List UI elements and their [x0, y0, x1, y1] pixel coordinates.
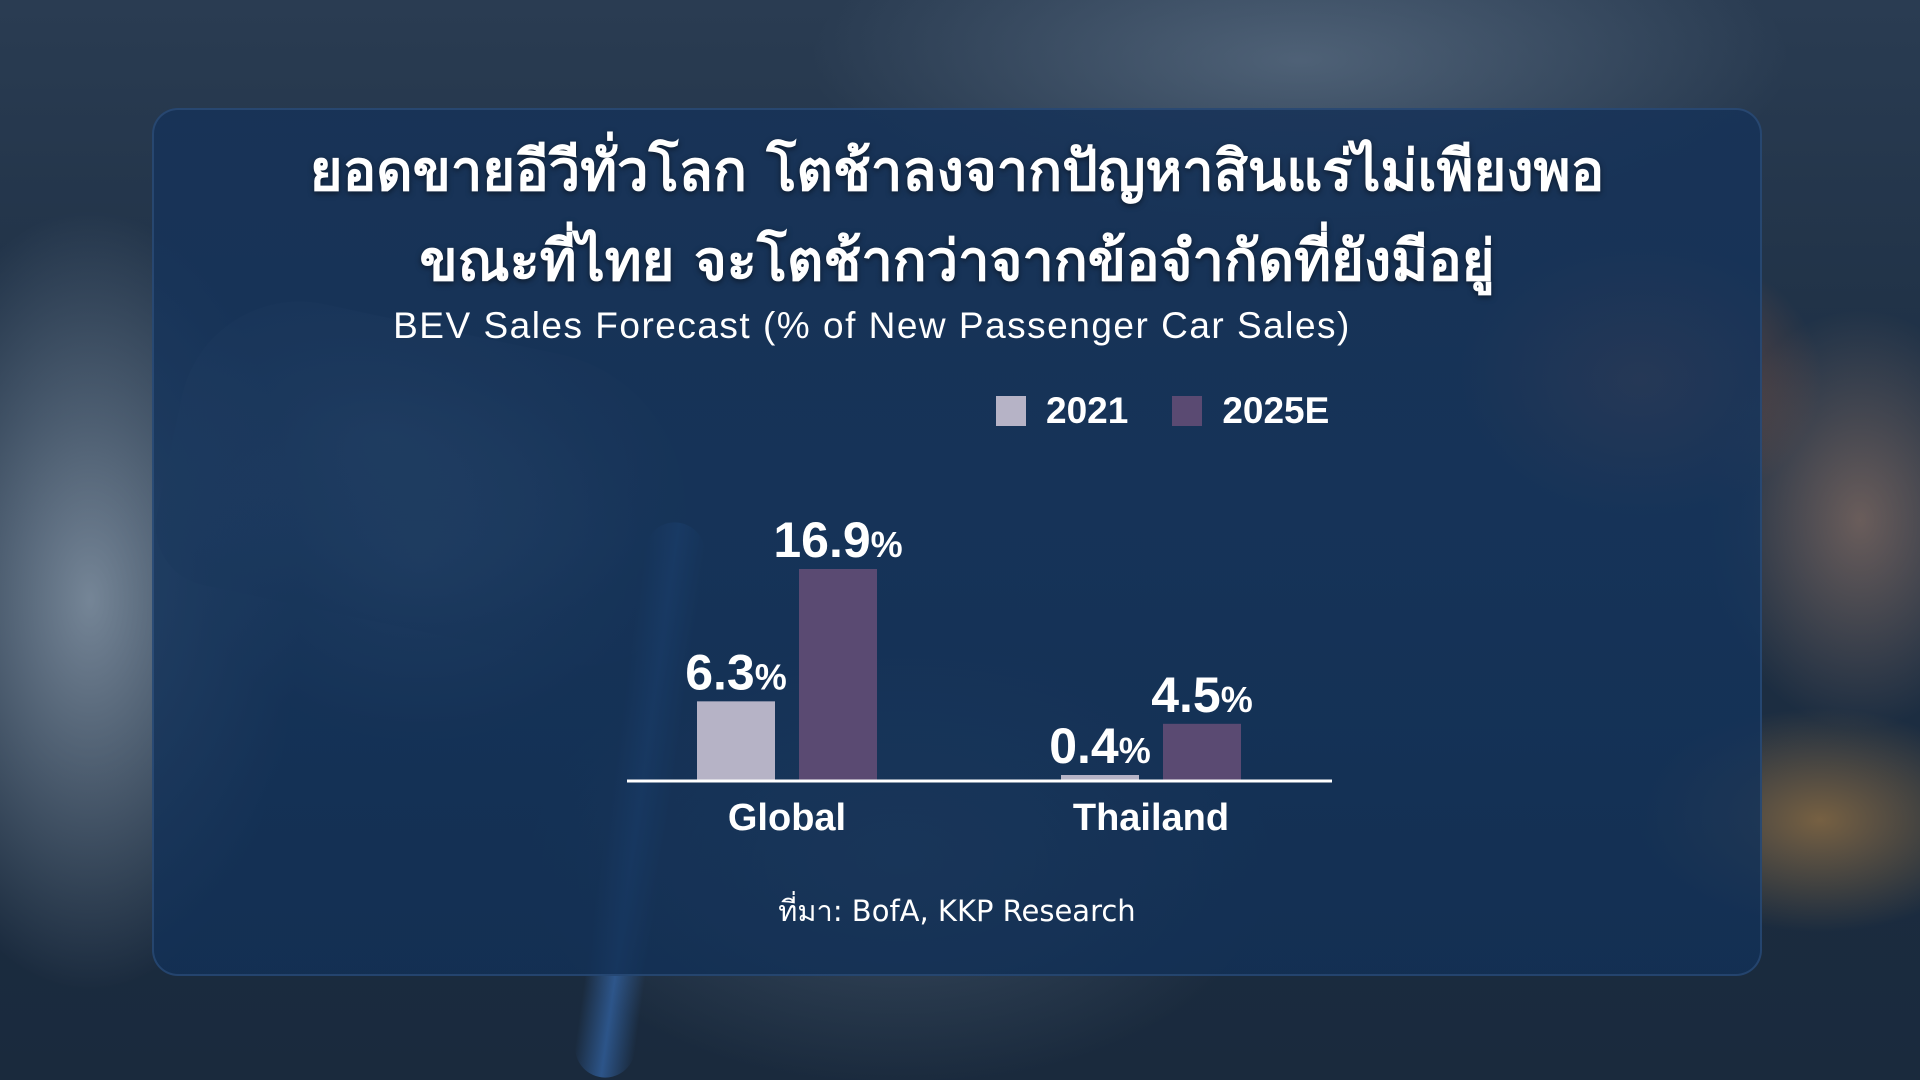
data-label-global-2025e: 16.9% — [773, 512, 902, 568]
chart-panel — [152, 108, 1762, 976]
source-note: ที่มา: BofA, KKP Research — [778, 894, 1136, 928]
data-label-thailand-2025e: 4.5% — [1151, 667, 1253, 723]
legend-item-2021: 2021 — [996, 390, 1128, 432]
bar-thailand-2021 — [1061, 775, 1139, 780]
title-line-1: ยอดขายอีวีทั่วโลก โตช้าลงจากปัญหาสินแร่ไ… — [309, 139, 1605, 204]
bar-thailand-2025e — [1163, 723, 1241, 780]
legend-label-2021: 2021 — [1046, 390, 1129, 431]
data-label-thailand-2021: 0.4% — [1049, 718, 1151, 774]
category-label-thailand: Thailand — [1073, 797, 1229, 839]
legend-swatch-2021 — [996, 396, 1026, 426]
bar-global-2025e — [799, 569, 877, 780]
chart-title: BEV Sales Forecast (% of New Passenger C… — [393, 305, 1351, 346]
legend-item-2025e: 2025E — [1172, 390, 1329, 432]
bar-global-2021 — [697, 701, 775, 780]
legend-swatch-2025e — [1172, 396, 1203, 426]
chart-legend: 2021 2025E — [996, 388, 1329, 434]
legend-label-2025e: 2025E — [1222, 390, 1330, 431]
category-label-global: Global — [728, 797, 846, 839]
title-line-2: ขณะที่ไทย จะโตช้ากว่าจากข้อจำกัดที่ยังมี… — [419, 229, 1495, 294]
data-label-global-2021: 6.3% — [685, 644, 787, 700]
